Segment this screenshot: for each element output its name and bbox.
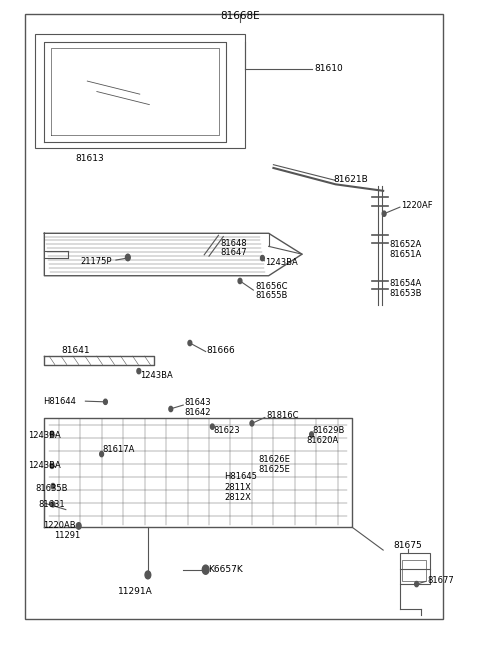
Text: 81617A: 81617A <box>103 445 135 454</box>
Text: 81626E: 81626E <box>258 455 290 464</box>
Text: 81610: 81610 <box>314 64 343 73</box>
Text: 81675: 81675 <box>394 541 422 550</box>
Circle shape <box>51 502 55 507</box>
Text: 81651A: 81651A <box>389 251 421 259</box>
Circle shape <box>382 211 386 216</box>
Circle shape <box>261 255 264 260</box>
Text: 1220AB: 1220AB <box>43 522 75 531</box>
Text: 81677: 81677 <box>427 577 454 585</box>
Text: 81642: 81642 <box>184 408 211 417</box>
Circle shape <box>238 278 242 283</box>
Text: 81641: 81641 <box>61 346 90 356</box>
Circle shape <box>100 451 104 457</box>
Text: 2812X: 2812X <box>225 493 252 502</box>
Text: 1243BA: 1243BA <box>265 258 298 266</box>
Text: 81656C: 81656C <box>256 281 288 291</box>
Text: 2811X: 2811X <box>225 483 252 492</box>
Text: 81668E: 81668E <box>220 11 260 22</box>
Circle shape <box>250 420 254 426</box>
Text: 81635B: 81635B <box>36 483 68 493</box>
Text: H81644: H81644 <box>43 397 76 405</box>
Text: 81625E: 81625E <box>258 464 290 474</box>
Circle shape <box>51 483 55 489</box>
Circle shape <box>145 571 151 579</box>
Text: 81654A: 81654A <box>389 279 421 288</box>
Text: 81647: 81647 <box>220 249 247 257</box>
Circle shape <box>310 432 313 437</box>
Text: 81623: 81623 <box>214 426 240 435</box>
Circle shape <box>50 463 54 468</box>
Circle shape <box>210 424 214 429</box>
Text: 81816C: 81816C <box>266 411 299 420</box>
Text: K6657K: K6657K <box>208 565 243 574</box>
Text: 81631: 81631 <box>38 500 65 509</box>
Text: 81655B: 81655B <box>256 291 288 300</box>
Circle shape <box>188 340 192 346</box>
Text: 81629B: 81629B <box>312 426 345 435</box>
Text: 1243BA: 1243BA <box>28 461 60 470</box>
Bar <box>35 34 245 148</box>
Circle shape <box>76 523 81 529</box>
Text: 1220AF: 1220AF <box>401 201 433 210</box>
Text: 81652A: 81652A <box>389 240 421 249</box>
Text: 81613: 81613 <box>75 154 104 163</box>
Text: 81621B: 81621B <box>333 175 368 184</box>
Text: 11291A: 11291A <box>118 586 152 596</box>
Bar <box>25 14 443 619</box>
Circle shape <box>104 400 108 405</box>
Text: 81643: 81643 <box>184 398 211 407</box>
Text: 81653B: 81653B <box>389 289 422 298</box>
Text: 81620A: 81620A <box>307 436 339 445</box>
Text: 1243BA: 1243BA <box>140 371 172 380</box>
Circle shape <box>125 254 130 260</box>
Text: H81645: H81645 <box>224 472 257 482</box>
Bar <box>400 554 430 584</box>
Text: 21175P: 21175P <box>80 257 112 266</box>
Circle shape <box>50 431 54 436</box>
Text: 81666: 81666 <box>206 346 235 355</box>
Circle shape <box>202 565 209 574</box>
Text: 1243BA: 1243BA <box>28 430 60 440</box>
Bar <box>402 560 426 581</box>
Circle shape <box>137 369 141 374</box>
Circle shape <box>415 581 419 586</box>
Text: 81648: 81648 <box>220 239 247 247</box>
Circle shape <box>169 406 173 411</box>
Text: 11291: 11291 <box>54 531 80 541</box>
